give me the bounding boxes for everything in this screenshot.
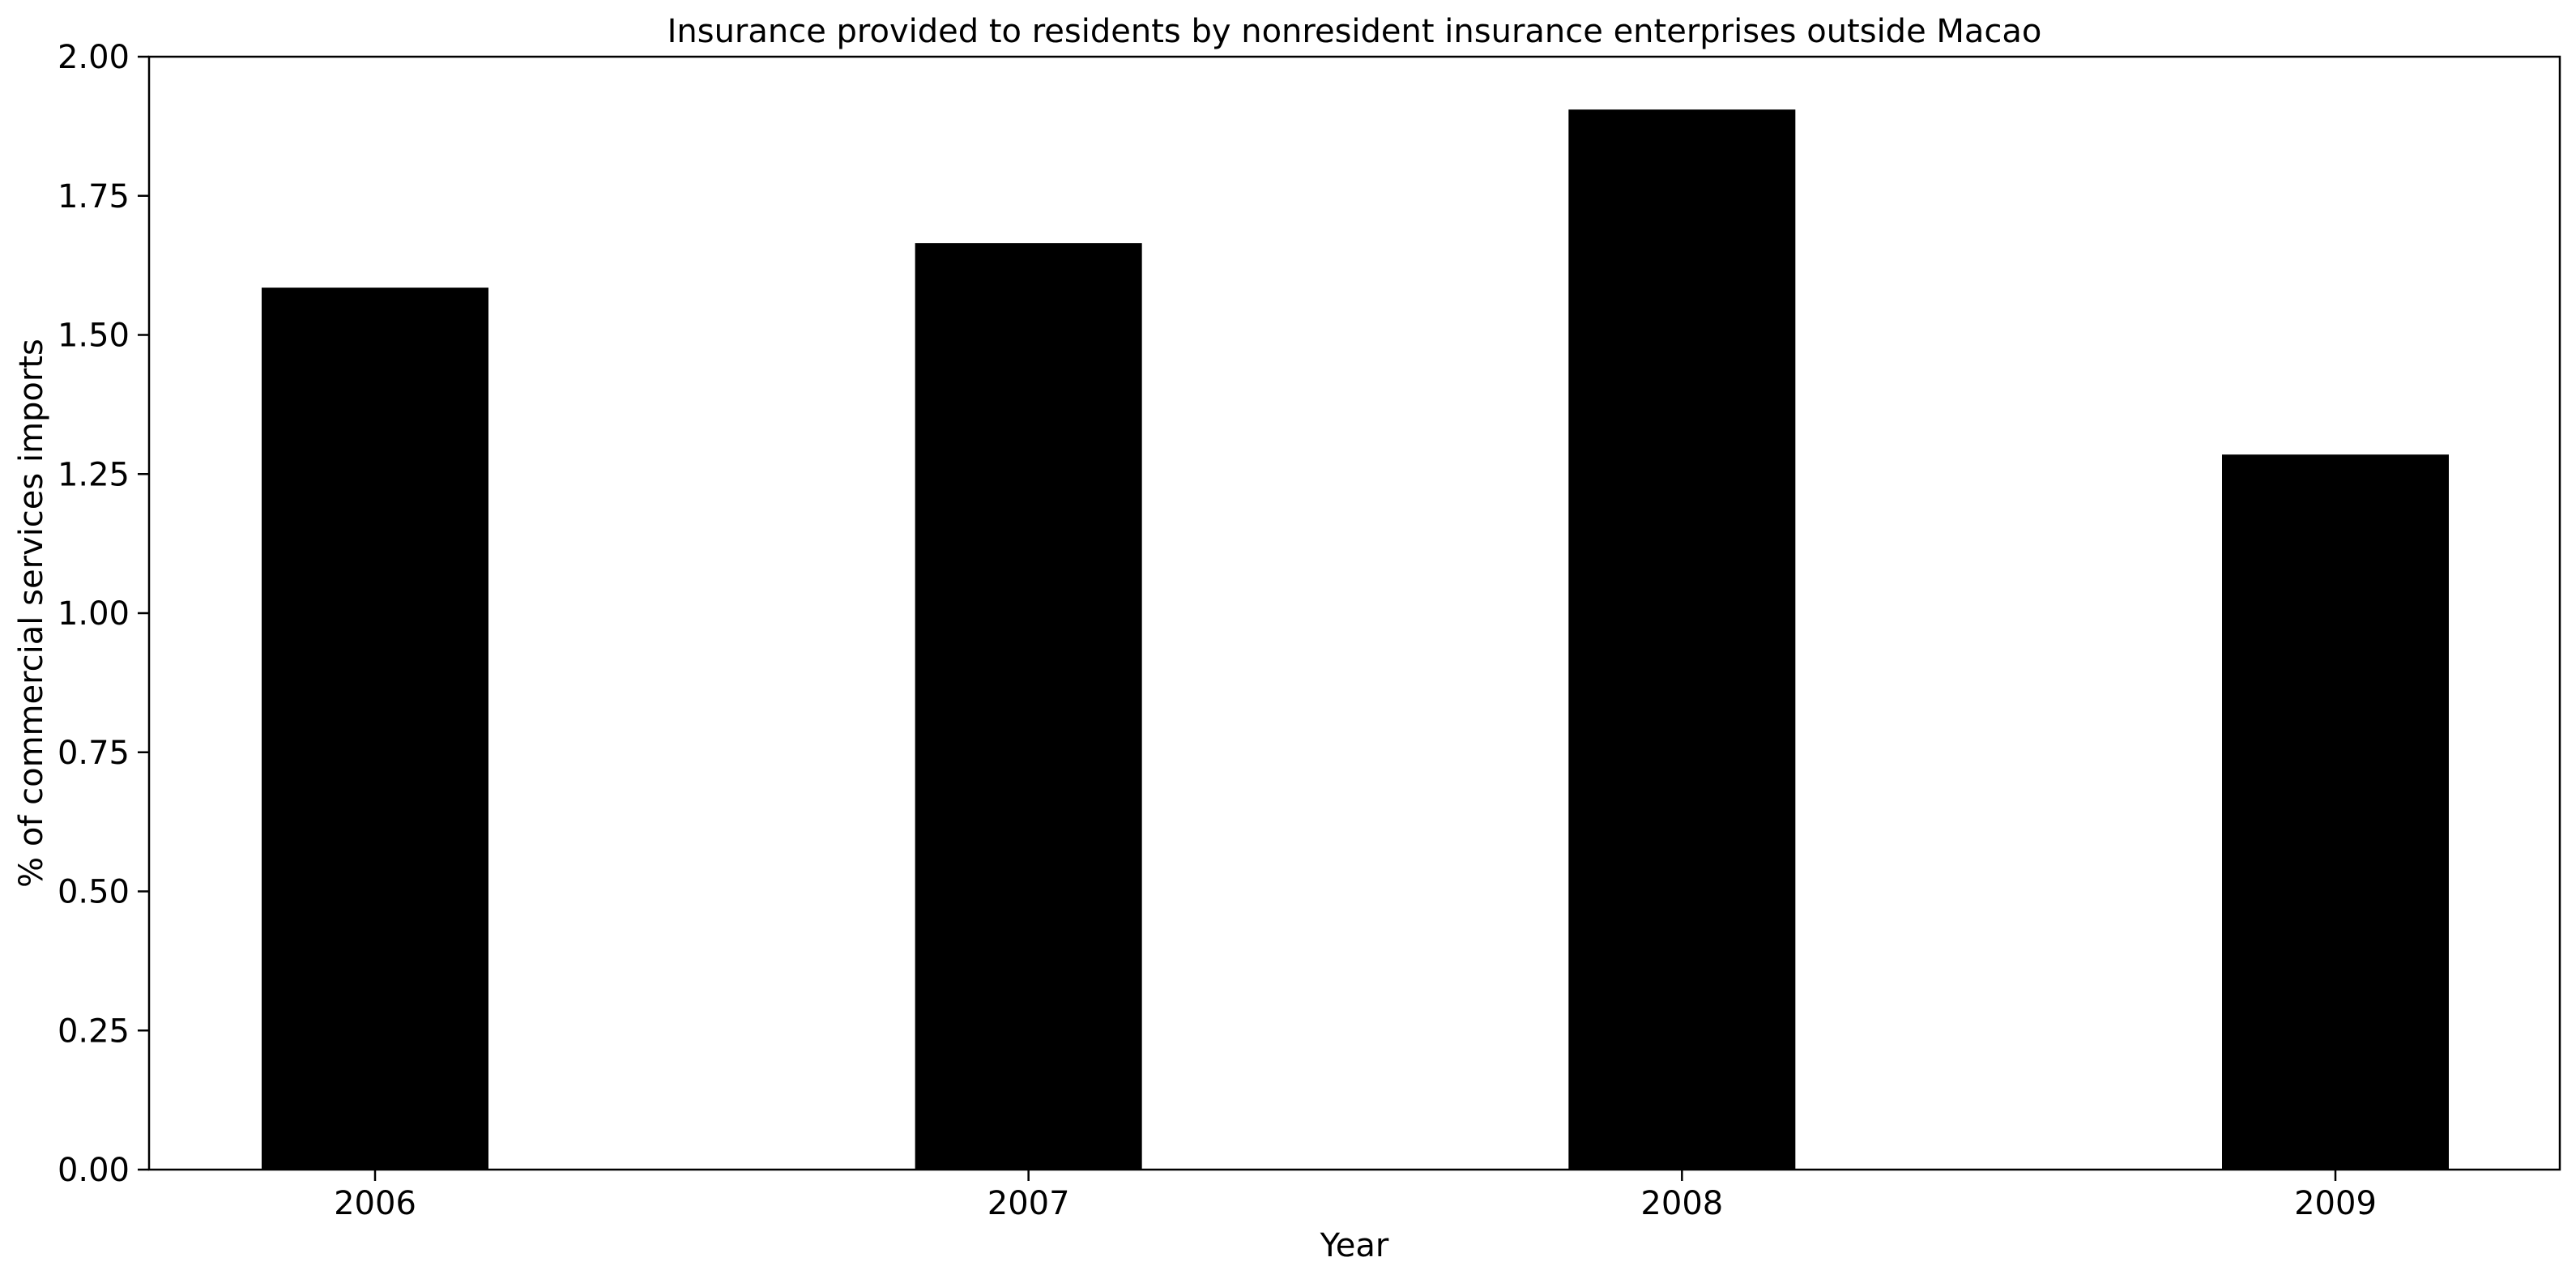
y-tick-label: 0.25 (58, 1012, 130, 1050)
x-tick-label: 2007 (987, 1185, 1070, 1222)
bar-2009 (2222, 454, 2449, 1170)
x-tick-label: 2008 (1640, 1185, 1723, 1222)
plot-area-frame (147, 55, 2561, 1171)
y-tick-label: 2.00 (58, 39, 130, 76)
y-tick-label: 0.00 (58, 1152, 130, 1189)
chart-title: Insurance provided to residents by nonre… (667, 13, 2042, 50)
y-axis-label: % of commercial services imports (13, 339, 50, 888)
bar-2007 (915, 243, 1142, 1170)
y-tick-label: 0.50 (58, 874, 130, 911)
bars-layer (262, 109, 2449, 1170)
x-axis: 2006 2007 2008 2009 (334, 1170, 2377, 1222)
y-tick-label: 1.25 (58, 456, 130, 493)
x-tick-label: 2009 (2294, 1185, 2377, 1222)
y-tick-label: 0.75 (58, 735, 130, 772)
bar-2006 (262, 288, 488, 1170)
x-tick-label: 2006 (334, 1185, 416, 1222)
bar-2008 (1568, 109, 1796, 1170)
y-tick-label: 1.75 (58, 178, 130, 215)
x-axis-label: Year (1320, 1227, 1389, 1264)
y-tick-label: 1.00 (58, 595, 130, 633)
y-axis: 0.00 0.25 0.50 0.75 1.00 1.25 1.50 1.75 2.00 (58, 39, 149, 1189)
y-tick-label: 1.50 (58, 318, 130, 355)
